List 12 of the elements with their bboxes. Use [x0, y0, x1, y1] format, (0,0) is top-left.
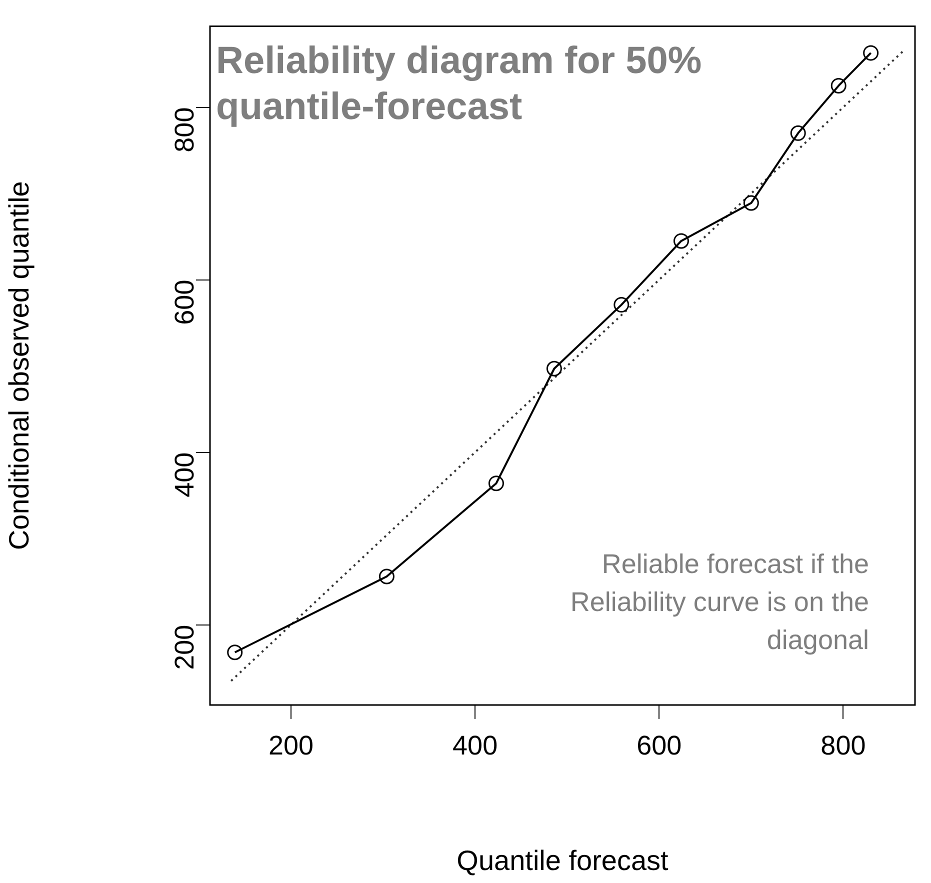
- x-tick-label: 200: [268, 730, 314, 761]
- y-tick-label: 600: [169, 280, 200, 325]
- x-tick-label: 400: [452, 730, 498, 761]
- text: Reliability diagram for 50% quantile-forecast: [216, 39, 703, 130]
- x-tick-label: 800: [820, 730, 866, 761]
- y-tick-label: 400: [169, 452, 200, 498]
- y-axis-title: Conditional observed quantile: [4, 181, 35, 550]
- x-tick-label: 600: [636, 730, 682, 761]
- y-tick-label: 200: [169, 624, 200, 670]
- x-axis-title: Quantile forecast: [456, 844, 669, 876]
- y-tick-label: 800: [169, 107, 200, 152]
- annotation: Reliable forecast if the Reliability curve is on the diagonal: [569, 548, 869, 657]
